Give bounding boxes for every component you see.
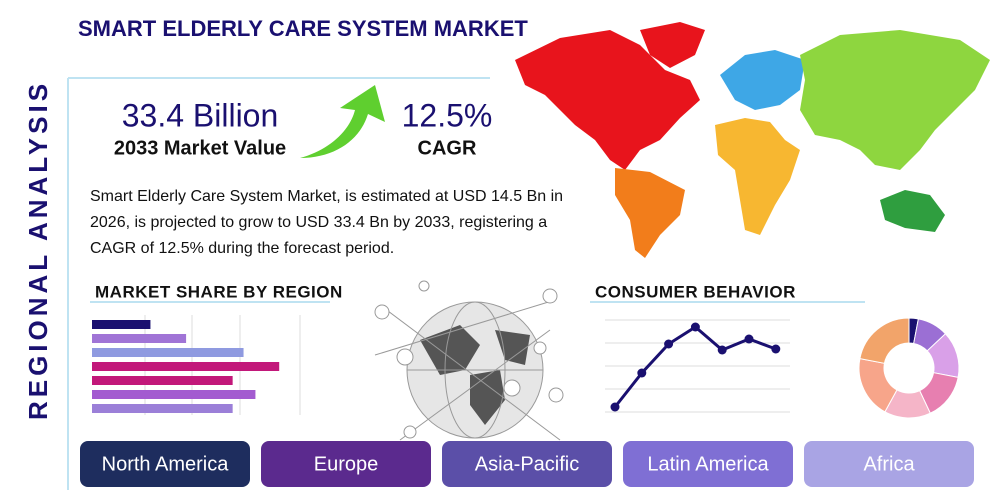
line-point <box>690 322 700 332</box>
line-point <box>637 368 647 378</box>
stat-label: CAGR <box>418 137 477 159</box>
summary: Smart Elderly Care System Market, is est… <box>90 188 564 257</box>
stat-label: 2033 Market Value <box>114 137 286 159</box>
bar <box>92 320 151 329</box>
region-label: Europe <box>314 453 379 475</box>
region-button[interactable] <box>804 441 974 487</box>
bar <box>92 376 233 385</box>
donut-slice <box>859 317 910 364</box>
region-label: Africa <box>863 453 915 475</box>
line-point <box>717 345 727 355</box>
bar <box>92 348 244 357</box>
region-button[interactable] <box>80 441 250 487</box>
bar <box>92 390 256 399</box>
region-button[interactable] <box>623 441 793 487</box>
line-point <box>771 344 781 354</box>
stat-value: 33.4 Billion <box>122 97 279 133</box>
bar <box>92 404 233 413</box>
region-label: North America <box>102 453 230 475</box>
region-label: Asia-Pacific <box>475 453 579 475</box>
region-label: Latin America <box>647 453 769 475</box>
region-button[interactable] <box>261 441 431 487</box>
line-grid <box>605 319 790 413</box>
stat-value: 12.5% <box>402 97 493 133</box>
region-button[interactable] <box>442 441 612 487</box>
side-title: REGIONAL ANALYSIS <box>23 80 53 420</box>
line-point <box>664 339 674 349</box>
title: SMART ELDERLY CARE SYSTEM MARKET <box>78 16 528 41</box>
bar <box>92 362 280 371</box>
globe <box>374 280 564 441</box>
line-point <box>744 334 754 344</box>
world-map <box>515 22 990 258</box>
line-point <box>610 402 620 412</box>
section-title: MARKET SHARE BY REGION <box>95 282 343 301</box>
growth-arrow <box>300 85 385 158</box>
bar <box>92 334 187 343</box>
section-title: CONSUMER BEHAVIOR <box>595 282 796 301</box>
